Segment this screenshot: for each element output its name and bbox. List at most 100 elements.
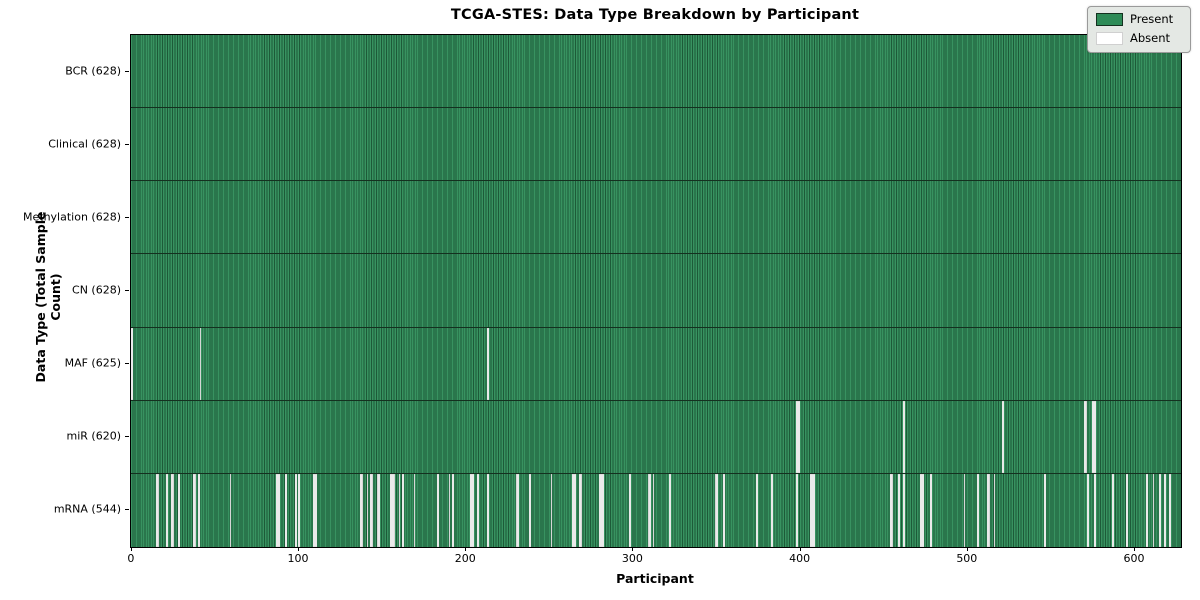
absent-stripe-mrna-349	[714, 473, 717, 547]
row-band-mir	[131, 400, 1181, 474]
absent-stripe-mrna-576	[1094, 473, 1096, 547]
row-band-mrna	[131, 473, 1181, 547]
absent-stripe-mrna-478	[930, 473, 932, 547]
absent-stripe-mrna-407	[811, 473, 814, 547]
y-tick-label-mir: miR (620)	[66, 429, 122, 443]
absent-stripe-mrna-15	[156, 473, 158, 547]
absent-stripe-mrna-137	[360, 473, 362, 547]
absent-stripe-mrna-280	[599, 473, 601, 547]
absent-stripe-mrna-110	[314, 473, 317, 547]
absent-stripe-mrna-282	[602, 473, 605, 547]
absent-stripe-mrna-383	[771, 473, 774, 547]
absent-stripe-mrna-169	[413, 473, 416, 547]
absent-stripe-maf-213	[487, 327, 489, 400]
absent-stripe-mrna-587	[1112, 473, 1115, 547]
absent-stripe-mrna-24	[171, 473, 173, 547]
absent-stripe-mrna-59	[229, 473, 232, 547]
legend-entry-present: Present	[1096, 13, 1182, 26]
absent-stripe-mrna-28	[177, 473, 180, 547]
absent-stripe-mrna-141	[366, 473, 369, 547]
absent-stripe-mrna-309	[647, 473, 650, 547]
absent-stripe-mrna-615	[1159, 473, 1161, 547]
absent-stripe-mrna-192	[452, 473, 454, 547]
absent-stripe-mrna-144	[371, 473, 374, 547]
absent-stripe-mrna-25	[172, 473, 175, 547]
y-tick-label-maf: MAF (625)	[64, 356, 121, 370]
absent-stripe-mrna-572	[1087, 473, 1090, 547]
absent-stripe-mrna-156	[391, 473, 394, 547]
absent-stripe-mrna-203	[470, 473, 473, 547]
absent-stripe-mrna-498	[963, 473, 966, 547]
absent-stripe-mir-398	[796, 400, 799, 473]
absent-stripe-mrna-459	[898, 473, 901, 547]
absent-stripe-mrna-454	[890, 473, 892, 547]
absent-stripe-mir-575	[1092, 400, 1095, 473]
absent-stripe-mrna-268	[579, 473, 581, 547]
absent-stripe-mrna-207	[477, 473, 479, 547]
y-tick-bcr	[125, 70, 129, 72]
absent-stripe-mrna-190	[448, 473, 451, 547]
absent-stripe-mrna-138	[361, 473, 364, 547]
x-tick-label-600: 600	[1123, 552, 1145, 565]
x-tick-500	[966, 547, 968, 551]
absent-stripe-mrna-98	[294, 473, 297, 547]
y-tick-cn	[125, 290, 129, 291]
absent-stripe-mrna-92	[284, 473, 287, 547]
x-tick-0	[130, 547, 132, 551]
absent-stripe-mrna-231	[517, 473, 519, 547]
y-tick-label-mrna: mRNA (544)	[53, 502, 121, 516]
x-tick-100	[298, 547, 300, 551]
absent-stripe-mrna-21	[166, 473, 168, 547]
absent-stripe-mrna-147	[376, 473, 379, 547]
absent-stripe-mrna-230	[515, 473, 518, 547]
absent-stripe-mrna-157	[393, 473, 396, 547]
absent-stripe-mrna-155	[390, 473, 392, 547]
absent-stripe-mrna-398	[796, 473, 799, 547]
x-tick-label-100: 100	[287, 552, 309, 565]
x-tick-400	[799, 547, 801, 551]
absent-stripe-mrna-354	[722, 473, 725, 547]
absent-stripe-mrna-298	[629, 473, 631, 547]
absent-stripe-mrna-88	[278, 473, 280, 547]
absent-stripe-mrna-162	[401, 473, 404, 547]
absent-stripe-mrna-213	[487, 473, 489, 547]
y-tick-label-clinical: Clinical (628)	[48, 137, 121, 151]
absent-stripe-mrna-621	[1169, 473, 1171, 547]
absent-stripe-mir-462	[903, 400, 906, 473]
absent-stripe-mrna-204	[472, 473, 474, 547]
absent-stripe-mrna-312	[652, 473, 655, 547]
legend-label-absent: Absent	[1130, 31, 1171, 45]
y-tick-mir	[125, 436, 129, 438]
x-tick-600	[1134, 547, 1136, 551]
y-tick-maf	[125, 363, 129, 365]
absent-stripe-mir-571	[1085, 400, 1088, 473]
absent-stripe-mrna-143	[370, 473, 372, 547]
x-tick-300	[632, 547, 634, 551]
absent-stripe-mrna-350	[716, 473, 718, 547]
x-tick-label-200: 200	[454, 552, 476, 565]
row-band-cn	[131, 254, 1181, 328]
legend-label-present: Present	[1130, 12, 1174, 26]
absent-stripe-mrna-109	[313, 473, 315, 547]
absent-stripe-mir-399	[798, 400, 800, 473]
absent-stripe-mrna-16	[157, 473, 160, 547]
y-tick-label-methylation: Methylation (628)	[23, 210, 121, 224]
x-tick-label-400: 400	[789, 552, 811, 565]
y-tick-methylation	[125, 216, 129, 218]
row-band-bcr	[131, 35, 1181, 109]
absent-stripe-mrna-473	[921, 473, 924, 547]
absent-stripe-mrna-87	[276, 473, 279, 547]
plot-area	[130, 34, 1182, 548]
absent-stripe-mrna-611	[1152, 473, 1155, 547]
absent-stripe-mrna-183	[436, 473, 439, 547]
absent-stripe-mir-570	[1084, 400, 1086, 473]
absent-stripe-mir-521	[1002, 400, 1004, 473]
y-tick-mrna	[125, 509, 129, 511]
absent-stripe-mrna-269	[580, 473, 583, 547]
absent-stripe-mrna-251	[550, 473, 553, 547]
absent-stripe-maf-41	[199, 327, 202, 400]
absent-stripe-mrna-595	[1125, 473, 1128, 547]
legend: Present Absent	[1087, 6, 1191, 53]
absent-stripe-mrna-462	[903, 473, 906, 547]
